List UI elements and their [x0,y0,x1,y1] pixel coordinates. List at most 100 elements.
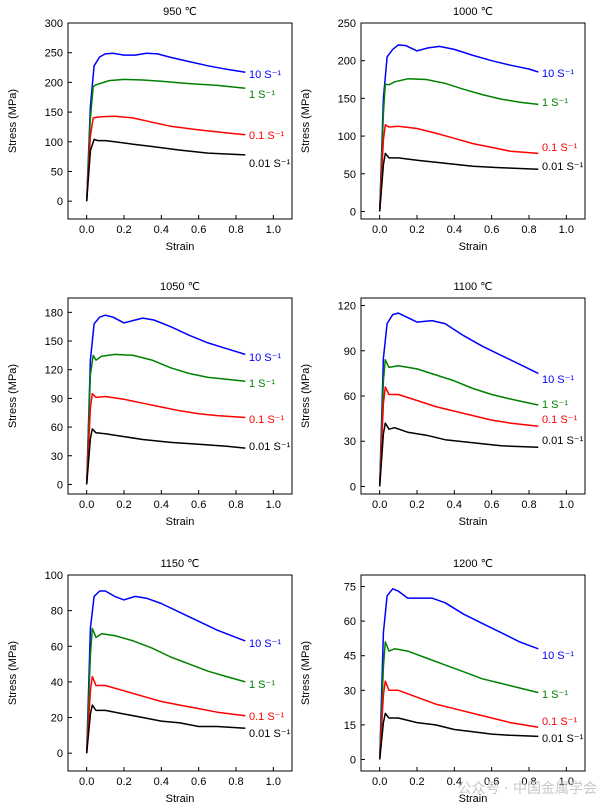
y-tick-label: 200 [45,77,63,89]
series-line [378,44,539,212]
series-label: 10 S⁻¹ [249,352,281,364]
x-tick-label: 0.0 [79,224,94,236]
x-tick-label: 0.6 [484,499,499,511]
series-line [378,422,539,487]
x-tick-label: 0.0 [79,776,94,788]
y-tick-label: 150 [45,336,63,348]
series-line [85,115,246,202]
y-tick-label: 120 [338,301,356,313]
y-tick-label: 100 [338,131,356,143]
x-tick-label: 0.6 [484,776,499,788]
y-tick-label: 45 [344,651,356,663]
plot-frame [67,574,293,772]
y-tick-label: 30 [344,436,356,448]
y-tick-label: 200 [338,56,356,68]
series-line [85,353,246,485]
x-axis-title: Strain [166,241,195,253]
series-line [85,314,246,485]
series-line [378,680,539,760]
series-label: 0.1 S⁻¹ [542,142,577,154]
y-axis-title: Stress (MPa) [7,364,19,428]
y-axis-title: Stress (MPa) [300,89,312,153]
x-tick-label: 1.0 [266,224,281,236]
x-axis-title: Strain [459,793,488,805]
y-axis-title: Stress (MPa) [300,641,312,705]
y-tick-label: 90 [344,346,356,358]
x-tick-label: 0.6 [191,224,206,236]
x-tick-label: 0.6 [484,224,499,236]
x-tick-label: 0.2 [409,499,424,511]
y-tick-label: 60 [51,641,63,653]
y-tick-label: 80 [51,606,63,618]
plot-frame [360,297,586,495]
chart-panel-5: 1150 ℃ 0.0 0.2 0.4 0.6 0.8 1.0 0 20 40 60 80 100 Stra… [7,558,293,805]
x-tick-label: 0.8 [228,499,243,511]
y-tick-label: 0 [350,481,356,493]
series-label: 10 S⁻¹ [249,69,281,81]
y-axis-title: Stress (MPa) [300,364,312,428]
y-axis-title: Stress (MPa) [7,641,19,705]
series-label: 10 S⁻¹ [542,650,574,662]
y-tick-label: 30 [344,685,356,697]
x-tick-label: 1.0 [559,776,574,788]
y-tick-label: 60 [344,391,356,403]
series-line [378,712,539,760]
x-tick-label: 1.0 [559,499,574,511]
x-tick-label: 0.8 [228,224,243,236]
x-tick-label: 0.8 [521,776,536,788]
series-line [85,675,246,754]
x-tick-label: 0.0 [372,776,387,788]
series-label: 0.1 S⁻¹ [249,130,284,142]
y-tick-label: 100 [45,137,63,149]
series-label: 10 S⁻¹ [542,374,574,386]
y-tick-label: 0 [350,206,356,218]
series-label: 0.01 S⁻¹ [542,733,584,745]
y-tick-label: 0 [57,196,63,208]
chart-panel-3: 1050 ℃ 0.0 0.2 0.4 0.6 0.8 1.0 0 30 60 90 120 150 180… [7,281,293,528]
y-tick-label: 150 [45,107,63,119]
x-tick-label: 0.0 [372,499,387,511]
series-label: 1 S⁻¹ [249,89,275,101]
x-tick-label: 0.4 [447,776,462,788]
series-line [85,78,246,202]
series-label: 0.1 S⁻¹ [249,414,284,426]
series-label: 1 S⁻¹ [249,679,275,691]
x-tick-label: 1.0 [559,224,574,236]
x-tick-label: 0.8 [521,224,536,236]
x-tick-label: 1.0 [266,499,281,511]
x-tick-label: 0.4 [447,499,462,511]
series-line [378,588,539,760]
series-line [378,124,539,212]
x-tick-label: 0.8 [521,499,536,511]
x-axis-title: Strain [166,516,195,528]
x-tick-label: 0.4 [154,224,169,236]
series-label: 0.01 S⁻¹ [542,161,584,173]
series-label: 10 S⁻¹ [542,68,574,80]
x-axis-title: Strain [166,793,195,805]
series-label: 0.1 S⁻¹ [542,414,577,426]
series-line [378,152,539,212]
chart-title: 1000 ℃ [453,6,493,18]
chart-title: 950 ℃ [163,6,197,18]
x-tick-label: 0.2 [116,776,131,788]
x-tick-label: 0.2 [116,224,131,236]
y-tick-label: 180 [45,307,63,319]
chart-panel-4: 1100 ℃ 0.0 0.2 0.4 0.6 0.8 1.0 0 30 60 90 120 Strain… [300,281,586,528]
plot-frame [360,22,586,220]
y-tick-label: 15 [344,720,356,732]
series-label: 0.01 S⁻¹ [249,728,291,740]
series-line [85,392,246,485]
y-tick-label: 250 [338,18,356,30]
series-label: 10 S⁻¹ [249,638,281,650]
y-tick-label: 50 [344,169,356,181]
y-tick-label: 150 [338,93,356,105]
series-line [378,641,539,760]
series-label: 0.1 S⁻¹ [249,711,284,723]
plot-frame [67,297,293,495]
y-tick-label: 0 [57,748,63,760]
y-tick-label: 100 [45,570,63,582]
chart-title: 1150 ℃ [160,558,199,570]
series-line [85,138,246,202]
chart-panel-2: 1000 ℃ 0.0 0.2 0.4 0.6 0.8 1.0 0 50 100 150 200 250 S… [300,6,586,253]
y-tick-label: 120 [45,365,63,377]
